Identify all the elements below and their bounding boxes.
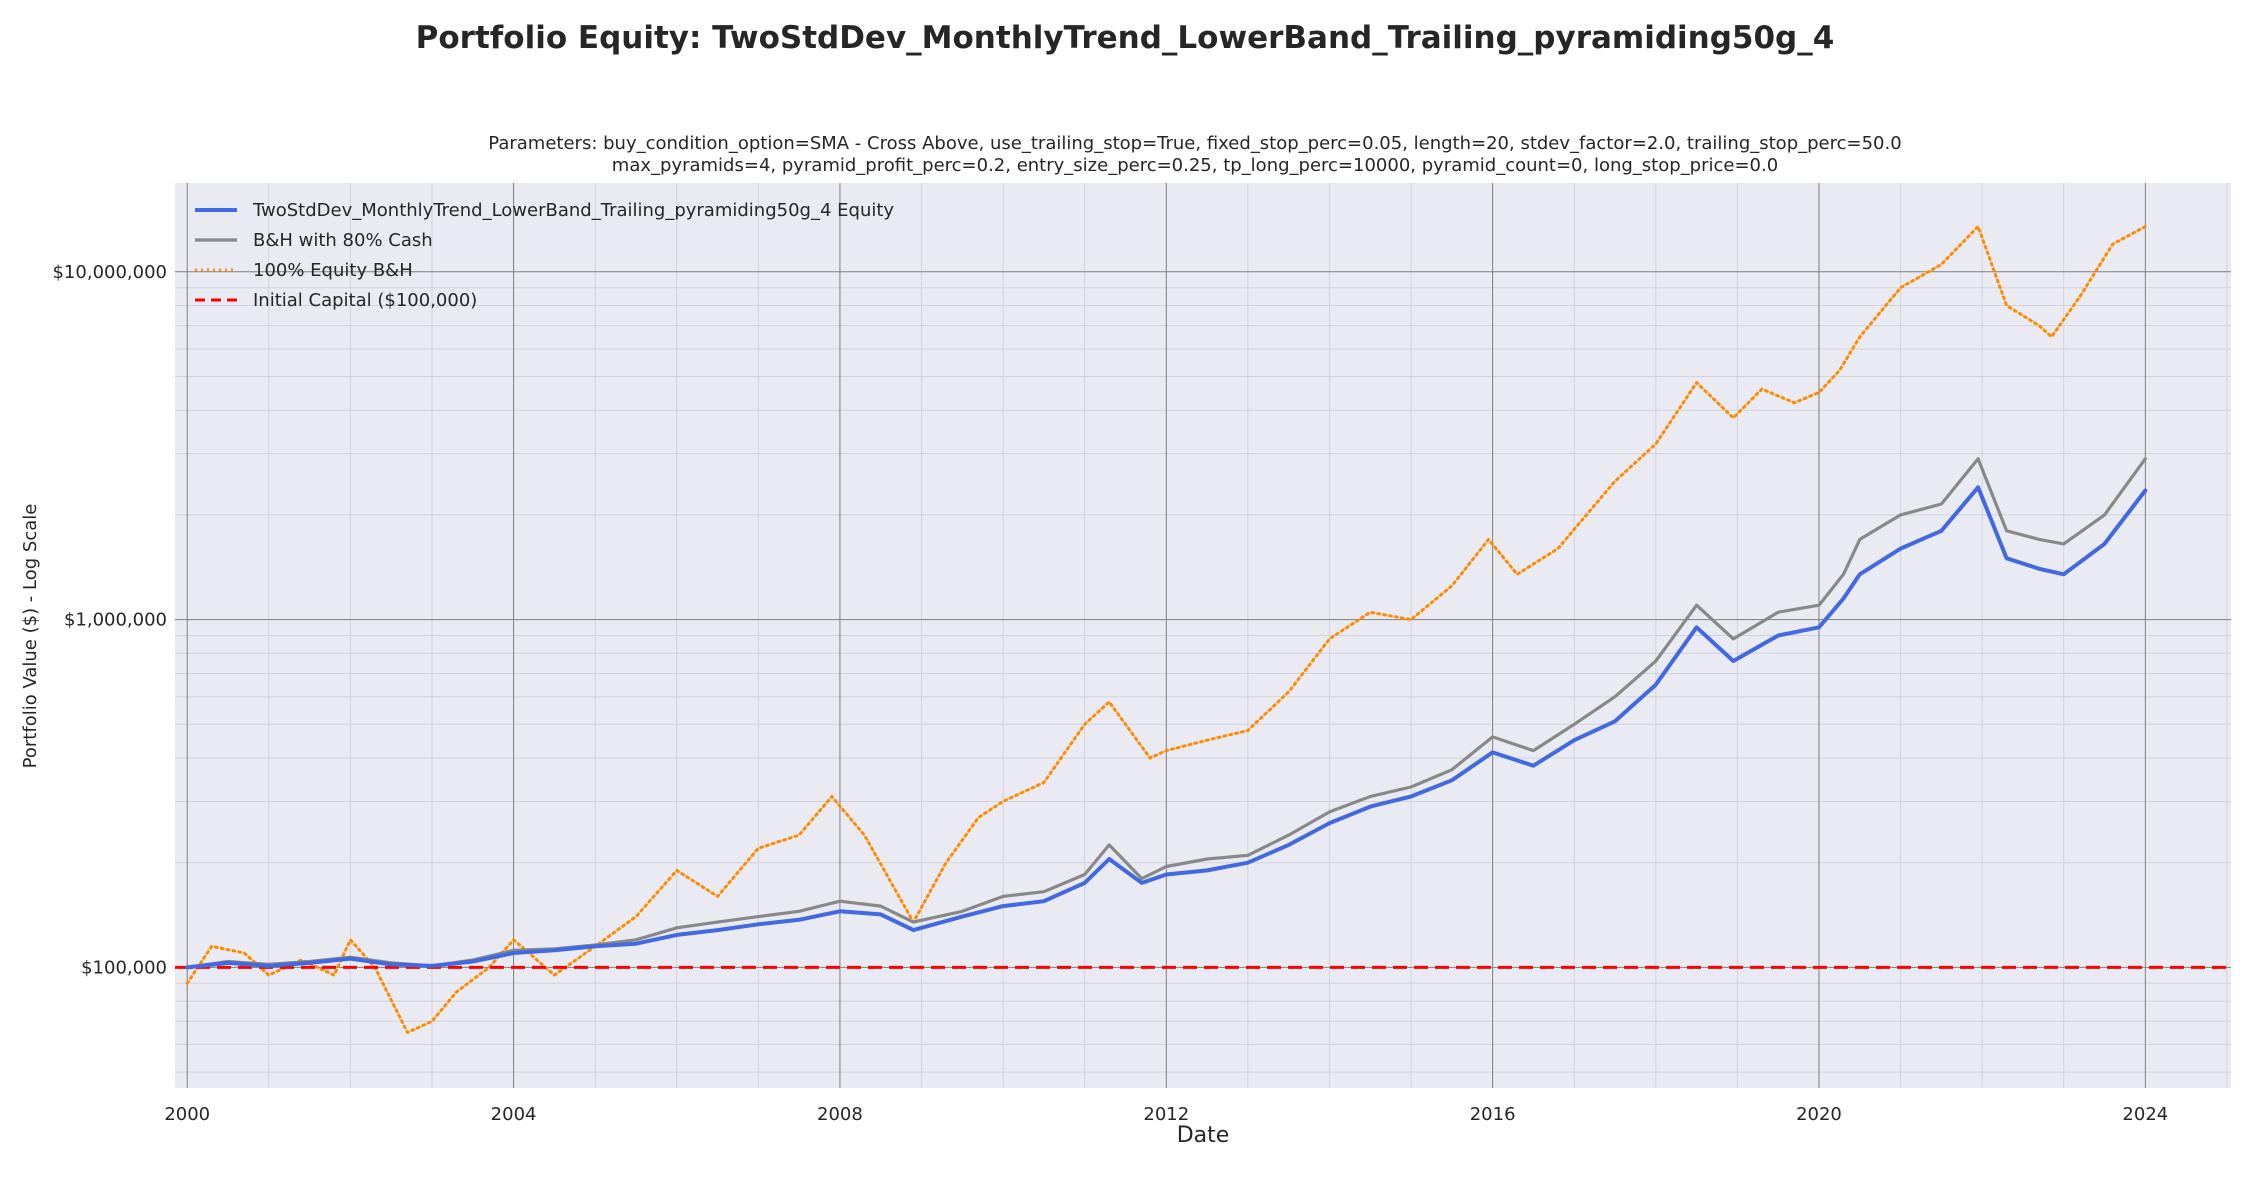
x-tick-label: 2012 [1143,1104,1189,1125]
legend-label: B&H with 80% Cash [253,230,433,251]
chart-subtitle-line-1: Parameters: buy_condition_option=SMA - C… [488,133,1901,154]
legend: TwoStdDev_MonthlyTrend_LowerBand_Trailin… [195,200,894,311]
x-tick-label: 2008 [817,1104,863,1125]
y-tick-label: $10,000,000 [52,262,167,283]
legend-label: Initial Capital ($100,000) [253,290,477,311]
y-axis-ticks: $100,000 $1,000,000 $10,000,000 [52,262,167,979]
series-line-0 [185,485,2148,970]
series-line-2 [185,225,2147,1034]
x-tick-label: 2024 [2122,1104,2168,1125]
chart-subtitle-line-2: max_pyramids=4, pyramid_profit_perc=0.2,… [612,155,1778,176]
x-tick-label: 2004 [491,1104,537,1125]
series-line-1 [185,457,2147,970]
legend-label: TwoStdDev_MonthlyTrend_LowerBand_Trailin… [252,200,894,221]
minor-grid [175,183,2231,1088]
x-tick-label: 2020 [1796,1104,1842,1125]
y-tick-label: $1,000,000 [64,610,167,631]
x-axis-label: Date [1177,1123,1230,1148]
legend-label: 100% Equity B&H [253,260,413,281]
y-axis-label: Portfolio Value ($) - Log Scale [20,504,41,769]
y-tick-label: $100,000 [81,957,167,978]
x-tick-label: 2000 [164,1104,210,1125]
x-axis-ticks: 2000 2004 2008 2012 2016 2020 2024 [164,1104,2168,1125]
x-tick-label: 2016 [1470,1104,1516,1125]
chart-title: Portfolio Equity: TwoStdDev_MonthlyTrend… [416,20,1835,56]
series-layer [175,225,2231,1034]
major-grid [175,183,2231,1088]
